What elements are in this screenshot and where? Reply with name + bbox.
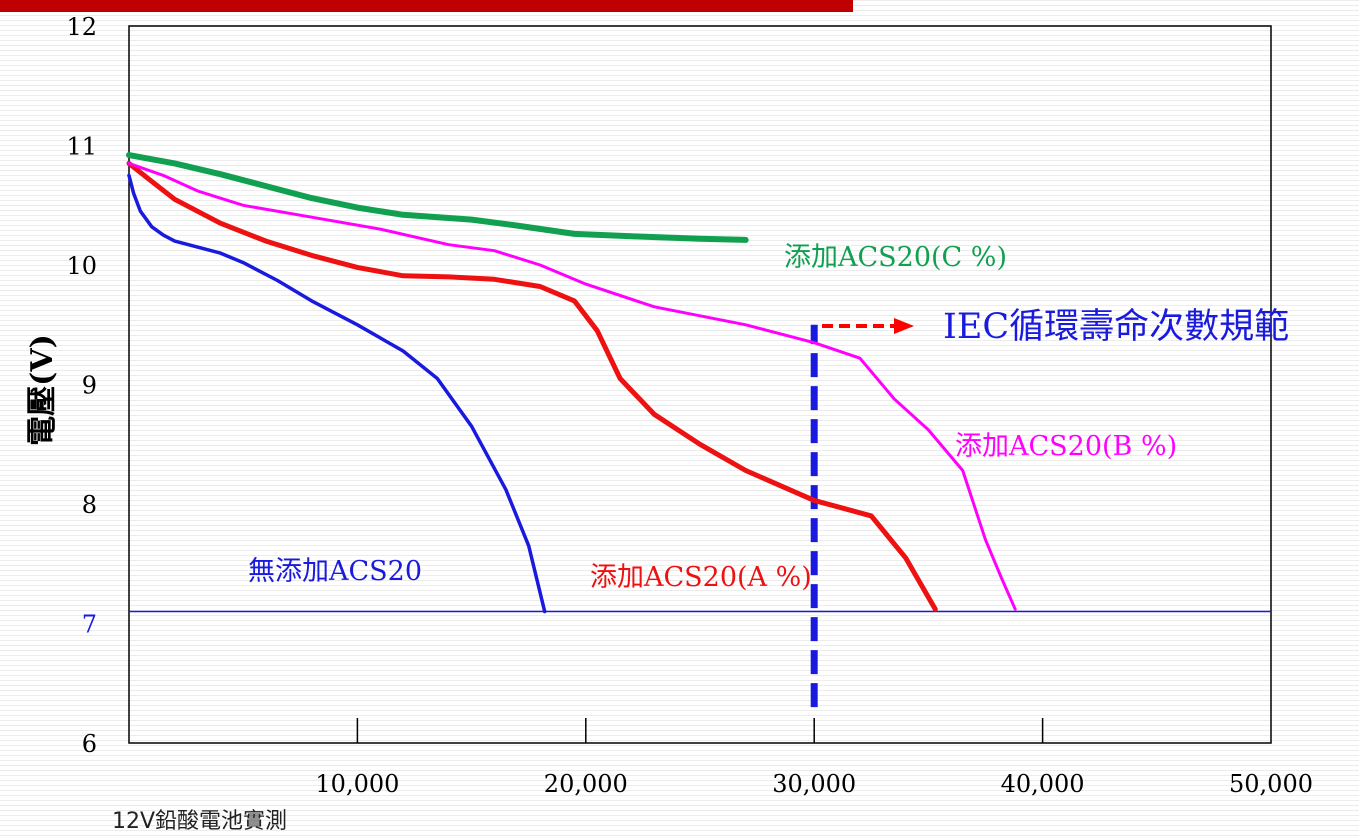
x-tick-label: 30,000	[772, 770, 856, 798]
iec-annotation: IEC循環壽命次數規範	[822, 307, 1289, 347]
series-label-a: 添加ACS20(A %)	[590, 562, 812, 593]
y-tick-label: 6	[82, 730, 97, 758]
x-tick-label: 20,000	[544, 770, 628, 798]
reference-lines	[129, 325, 1271, 707]
x-tick-label: 50,000	[1229, 770, 1313, 798]
y-tick-label: 11	[66, 133, 97, 161]
series-line	[129, 175, 545, 611]
y-tick-label: 8	[82, 491, 97, 519]
series-line	[129, 163, 1015, 609]
series-lines	[129, 155, 1015, 611]
series-label-b: 添加ACS20(B %)	[955, 431, 1177, 462]
chart-caption: 12V鉛酸電池實測	[112, 803, 287, 835]
series-labels: 無添加ACS20 添加ACS20(A %) 添加ACS20(B %) 添加ACS…	[248, 242, 1177, 593]
iec-cycle-life-label: IEC循環壽命次數規範	[943, 307, 1289, 347]
y-tick-label: 10	[66, 252, 97, 280]
y-tick-label: 9	[82, 372, 97, 400]
y-axis-label: 電壓(V)	[25, 334, 60, 446]
x-tick-label: 40,000	[1001, 770, 1085, 798]
plot-frame	[129, 26, 1271, 743]
iec-arrow-head	[894, 318, 914, 334]
series-label-c: 添加ACS20(C %)	[784, 242, 1007, 273]
axes	[129, 26, 1271, 743]
series-label-no-additive: 無添加ACS20	[248, 556, 422, 587]
y-tick-label: 12	[66, 13, 97, 41]
axis-ticks: 10,000 20,000 30,000 40,000 50,000 6 7 8 9 10 11 12	[66, 13, 1313, 798]
x-tick-label: 10,000	[315, 770, 399, 798]
y-tick-label: 7	[82, 611, 97, 639]
